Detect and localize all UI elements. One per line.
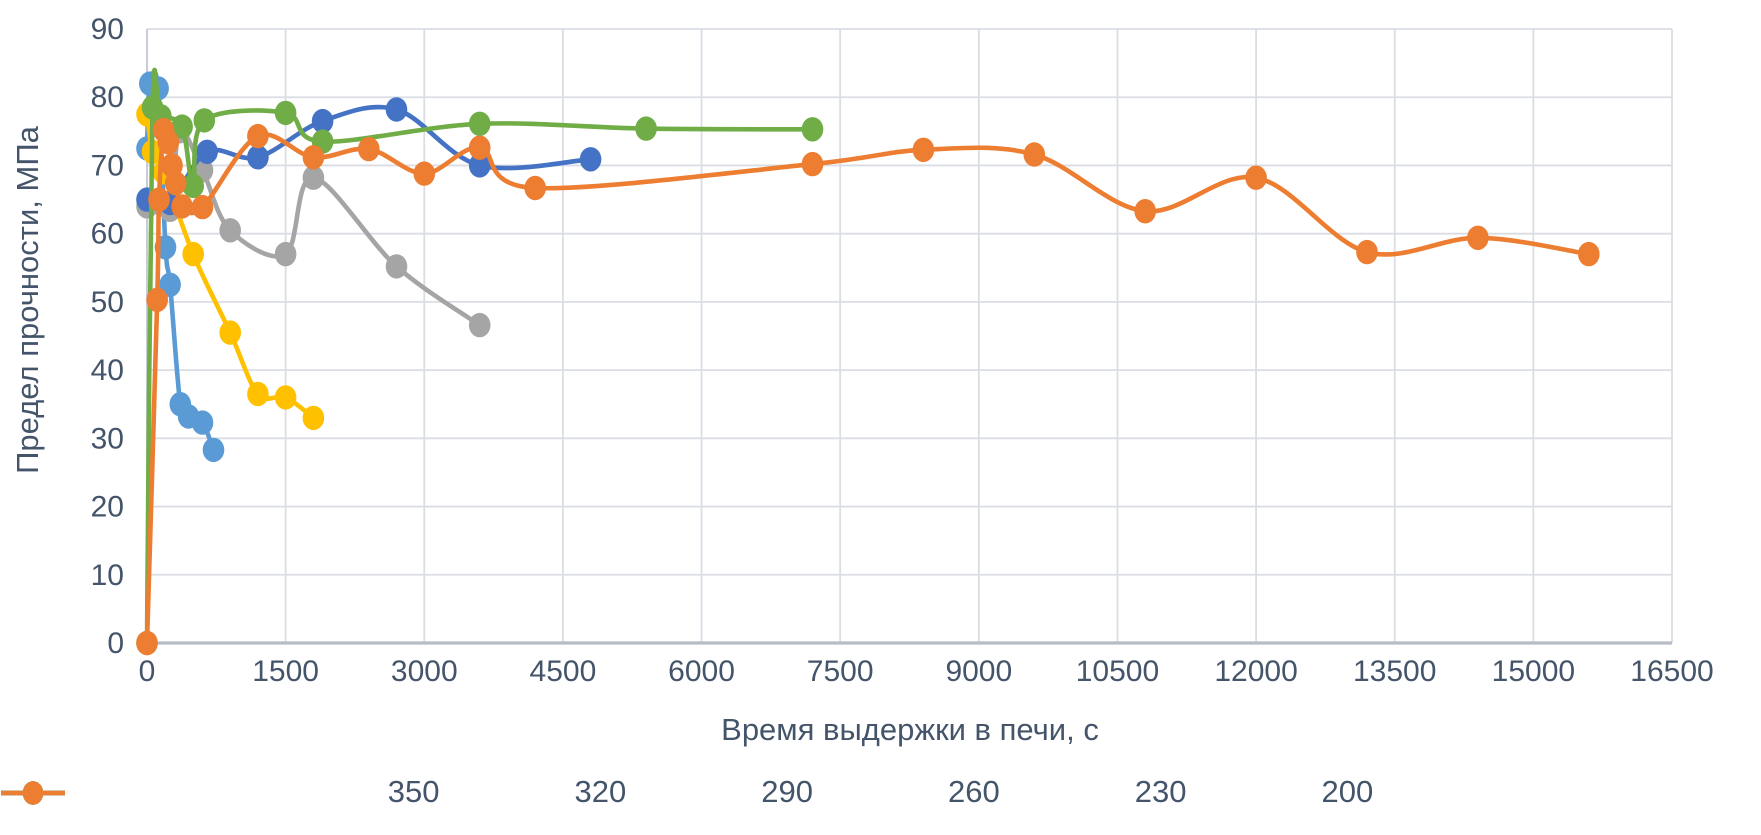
x-axis-tick-label: 3000 xyxy=(391,655,458,688)
data-point-marker xyxy=(1245,165,1267,190)
x-axis-title: Время выдержки в печи, с xyxy=(721,712,1099,747)
data-point-marker xyxy=(801,151,824,177)
y-axis-title: Предел прочности, МПа xyxy=(10,125,45,474)
data-point-marker xyxy=(302,145,325,170)
legend-label: 260 xyxy=(948,774,1000,809)
data-point-marker xyxy=(159,272,181,297)
data-point-marker xyxy=(182,173,204,199)
x-axis-tick-label: 10500 xyxy=(1076,655,1159,688)
data-point-marker xyxy=(171,194,193,219)
data-point-marker xyxy=(468,153,491,178)
data-point-marker xyxy=(1356,239,1378,265)
data-point-marker xyxy=(1467,225,1489,250)
legend-marker-200 xyxy=(1,781,65,805)
data-point-marker xyxy=(274,385,297,410)
x-axis-tick-label: 16500 xyxy=(1630,655,1713,688)
data-point-marker xyxy=(1023,142,1046,167)
series-line-230 xyxy=(144,67,815,646)
data-point-marker xyxy=(468,111,491,136)
gridlines xyxy=(147,28,1673,643)
data-point-marker xyxy=(468,312,491,338)
data-point-marker xyxy=(311,108,334,134)
data-point-marker xyxy=(219,320,241,345)
x-axis-tick-labels: 0 1500 3000 4500 6000 7500 9000 10500 12000 13500… xyxy=(139,655,1714,688)
data-point-marker xyxy=(302,405,325,431)
data-point-marker xyxy=(274,100,297,126)
data-point-marker xyxy=(182,241,204,267)
x-axis-tick-label: 15000 xyxy=(1492,655,1575,688)
data-point-marker xyxy=(148,187,170,212)
y-axis-tick-labels: 0 10 20 30 40 50 60 70 80 90 xyxy=(91,13,124,660)
data-point-marker xyxy=(247,123,269,149)
legend-label: 200 xyxy=(1321,774,1374,809)
data-point-marker xyxy=(579,147,602,172)
x-axis-tick-label: 4500 xyxy=(530,655,597,688)
data-point-marker xyxy=(358,136,380,162)
data-point-marker xyxy=(202,437,225,463)
legend-label: 320 xyxy=(574,774,627,809)
y-axis-tick-label: 80 xyxy=(91,81,124,114)
legend-item-200: 200 xyxy=(1,774,1374,809)
y-axis-tick-label: 0 xyxy=(107,627,124,660)
data-point-marker xyxy=(385,254,408,279)
series-200 xyxy=(136,117,1600,656)
y-axis-tick-label: 60 xyxy=(91,218,124,251)
x-axis-tick-label: 6000 xyxy=(668,655,735,688)
series-line-200 xyxy=(144,124,1592,646)
x-axis-tick-label: 0 xyxy=(139,655,156,688)
data-point-marker xyxy=(157,130,180,155)
data-point-marker xyxy=(274,241,297,267)
legend-item-290: 290 xyxy=(1,774,813,809)
data-point-marker xyxy=(1134,199,1156,224)
axes xyxy=(146,29,1672,645)
data-point-marker xyxy=(193,108,216,133)
y-axis-tick-label: 50 xyxy=(91,286,124,319)
legend-dot xyxy=(22,781,44,805)
data-series xyxy=(136,67,1600,656)
data-point-marker xyxy=(524,175,546,201)
x-axis-tick-label: 13500 xyxy=(1353,655,1436,688)
legend-label: 350 xyxy=(387,774,440,809)
data-point-marker xyxy=(413,161,436,186)
legend-item-320: 320 xyxy=(1,774,627,809)
legend-item-260: 260 xyxy=(1,774,1000,809)
y-axis-tick-label: 20 xyxy=(91,491,124,524)
legend-item-350: 350 xyxy=(1,774,440,809)
data-point-marker xyxy=(801,117,824,142)
data-point-marker xyxy=(196,139,218,164)
legend-label: 230 xyxy=(1134,774,1187,809)
x-axis-tick-label: 1500 xyxy=(252,655,319,688)
y-axis-tick-label: 40 xyxy=(91,354,124,387)
data-point-marker xyxy=(171,114,193,139)
data-point-marker xyxy=(191,194,214,220)
data-point-marker xyxy=(912,137,935,162)
data-point-marker xyxy=(247,145,269,170)
data-point-marker xyxy=(164,171,187,196)
y-axis-tick-label: 10 xyxy=(91,559,124,592)
x-axis-tick-label: 9000 xyxy=(945,655,1012,688)
legend-item-230: 230 xyxy=(1,774,1187,809)
y-axis-tick-label: 90 xyxy=(91,13,124,46)
legend-label: 290 xyxy=(761,774,813,809)
data-point-marker xyxy=(302,165,325,190)
data-point-marker xyxy=(136,630,158,656)
chart-legend: 350 320 290 260 230 200 xyxy=(0,776,1761,807)
x-axis-tick-label: 12000 xyxy=(1214,655,1297,688)
y-axis-tick-label: 70 xyxy=(91,149,124,182)
data-point-marker xyxy=(468,135,491,160)
data-point-marker xyxy=(1578,241,1600,267)
data-point-marker xyxy=(219,218,241,243)
data-point-marker xyxy=(146,287,168,312)
y-axis-tick-label: 30 xyxy=(91,422,124,455)
data-point-marker xyxy=(635,116,657,141)
x-axis-tick-label: 7500 xyxy=(807,655,874,688)
data-point-marker xyxy=(247,381,269,407)
data-point-marker xyxy=(191,410,214,435)
data-point-marker xyxy=(385,97,408,122)
